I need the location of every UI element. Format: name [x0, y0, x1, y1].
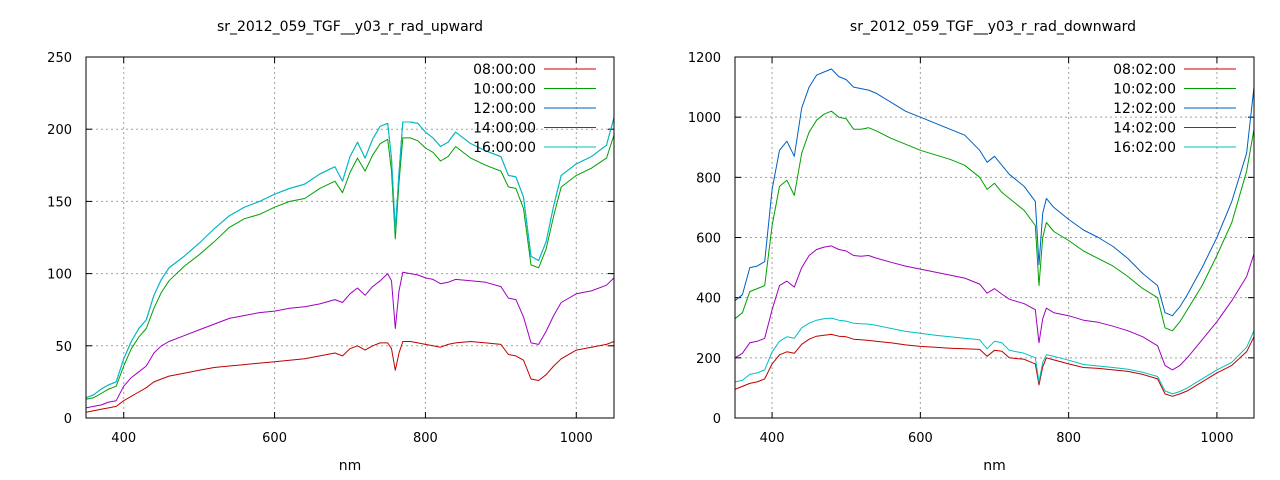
x-tick-label: 400: [760, 431, 785, 446]
plot-frame: [734, 56, 1255, 419]
chart-title: sr_2012_059_TGF__y03_r_rad_downward: [850, 19, 1136, 35]
y-tick-label: 100: [47, 268, 72, 283]
series-line-10-00-00: [86, 134, 614, 400]
legend-label: 12:02:00: [1113, 101, 1176, 117]
legend-label: 10:02:00: [1113, 82, 1176, 98]
y-tick-label: 150: [47, 195, 72, 210]
y-tick-label: 0: [713, 412, 721, 427]
x-tick-label: 600: [908, 431, 933, 446]
plot-frame: [85, 56, 615, 419]
x-tick-label: 600: [262, 431, 287, 446]
series-line-16-02-00: [735, 317, 1254, 395]
series-line-12-00-00: [86, 117, 614, 399]
x-tick-label: 800: [1056, 431, 1081, 446]
x-axis-label: nm: [983, 458, 1006, 474]
legend-label: 10:00:00: [473, 82, 536, 98]
x-tick-label: 400: [111, 431, 136, 446]
legend-label: 16:02:00: [1113, 140, 1176, 156]
y-tick-label: 0: [64, 412, 72, 427]
y-tick-label: 200: [47, 123, 72, 138]
x-axis-label: nm: [339, 458, 362, 474]
legend-label: 14:02:00: [1113, 121, 1176, 137]
y-tick-label: 400: [696, 292, 721, 307]
chart-upward: sr_2012_059_TGF__y03_r_rad_upward 400 600 8…: [47, 19, 615, 474]
y-tick-label: 1200: [688, 51, 721, 66]
series-line-08-00-00: [86, 341, 614, 413]
x-tick-label: 1000: [1200, 431, 1233, 446]
series-line-14-02-00: [735, 245, 1254, 371]
series-line-08-02-00: [735, 333, 1254, 397]
y-tick-label: 200: [696, 352, 721, 367]
plot-area: [735, 68, 1254, 397]
series-line-16-00-00: [86, 117, 614, 399]
chart-downward: sr_2012_059_TGF__y03_r_rad_downward 400 60…: [688, 19, 1255, 474]
series-line-12-02-00: [735, 68, 1254, 317]
y-tick-label: 50: [55, 340, 72, 355]
legend-label: 08:02:00: [1113, 62, 1176, 78]
legend-label: 12:00:00: [473, 101, 536, 117]
y-tick-label: 600: [696, 232, 721, 247]
legend-label: 16:00:00: [473, 140, 536, 156]
series-line-10-02-00: [735, 110, 1254, 332]
x-tick-label: 1000: [560, 431, 593, 446]
y-tick-label: 800: [696, 171, 721, 186]
x-tick-label: 800: [413, 431, 438, 446]
y-tick-label: 250: [47, 51, 72, 66]
y-tick-label: 1000: [688, 111, 721, 126]
series-line-14-00-00: [86, 271, 614, 409]
chart-title: sr_2012_059_TGF__y03_r_rad_upward: [217, 19, 483, 35]
legend-label: 08:00:00: [473, 62, 536, 78]
legend-label: 14:00:00: [473, 121, 536, 137]
plot-area: [86, 117, 614, 413]
